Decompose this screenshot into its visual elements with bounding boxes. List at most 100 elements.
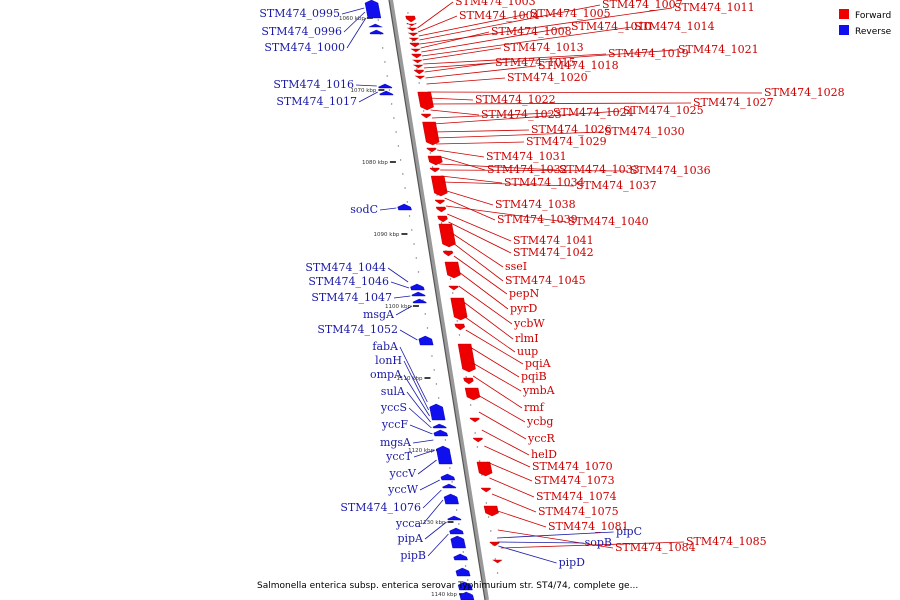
reverse-leader-line <box>422 489 442 509</box>
forward-feature <box>489 541 500 547</box>
reverse-feature <box>447 515 462 521</box>
forward-label-leaders <box>417 1 763 549</box>
grid-dot <box>416 68 418 70</box>
reverse-gene-label: STM474_0996 <box>261 25 342 38</box>
grid-dot <box>397 145 400 147</box>
forward-leader-line <box>430 109 480 116</box>
forward-gene-label: helD <box>531 448 557 461</box>
grid-dot <box>409 26 411 28</box>
reverse-gene-label: STM474_1046 <box>308 275 389 288</box>
forward-gene-label: STM474_1004 <box>459 9 540 22</box>
reverse-gene-label: mgsA <box>380 436 412 449</box>
reverse-feature <box>449 527 464 535</box>
forward-leader-line <box>432 110 622 125</box>
forward-leader-line <box>484 445 531 468</box>
reverse-feature <box>440 473 456 481</box>
reverse-gene-label: STM474_0995 <box>259 7 340 20</box>
forward-leader-line <box>423 53 607 65</box>
forward-leader-line <box>434 129 530 133</box>
legend-reverse-label: Reverse <box>855 27 892 37</box>
forward-leader-line <box>494 509 547 528</box>
forward-gene-label: ycbW <box>513 317 545 330</box>
map-caption: Salmonella enterica subsp. enterica sero… <box>257 581 638 591</box>
forward-gene-label: STM474_1038 <box>495 198 576 211</box>
reverse-leader-line <box>395 305 413 316</box>
forward-leader-line <box>478 411 527 440</box>
grid-dot <box>408 215 411 217</box>
genome-backbone-shade <box>388 0 486 600</box>
forward-gene-label: STM474_1042 <box>513 246 594 259</box>
legend-forward-swatch <box>839 9 849 19</box>
forward-feature <box>454 323 466 331</box>
forward-gene-label: pqiB <box>521 370 547 383</box>
reverse-gene-label: pipA <box>397 532 424 545</box>
forward-gene-label: STM474_1031 <box>486 150 567 163</box>
forward-gene-label: pqiA <box>525 357 552 370</box>
legend-forward-label: Forward <box>855 11 891 21</box>
reverse-leader-line <box>424 521 447 540</box>
reverse-leader-line <box>343 11 366 33</box>
grid-dot <box>496 572 499 574</box>
forward-feature <box>438 223 456 248</box>
forward-leader-line <box>418 13 529 37</box>
forward-gene-label: STM474_1073 <box>534 474 615 487</box>
forward-leader-line <box>468 345 520 378</box>
reverse-gene-label: STM474_1016 <box>273 78 354 91</box>
grid-dot <box>478 460 481 462</box>
forward-gene-label: STM474_1010 <box>571 20 652 33</box>
grid-dot <box>407 12 409 14</box>
forward-leader-line <box>442 181 575 187</box>
reverse-gene-label: yccW <box>387 483 419 496</box>
forward-gene-label: STM474_1039 <box>497 213 578 226</box>
grid-dot <box>411 40 414 42</box>
forward-gene-label: STM474_1074 <box>536 490 617 503</box>
reverse-gene-label: msgA <box>363 308 395 321</box>
forward-gene-label: uup <box>517 345 538 358</box>
reverse-feature <box>364 0 382 19</box>
forward-gene-label: STM474_1021 <box>678 43 759 56</box>
grid-dot <box>474 432 476 434</box>
reverse-feature <box>453 553 468 561</box>
forward-leader-line <box>419 4 601 41</box>
grid-dot <box>402 173 404 175</box>
reverse-gene-label: STM474_1044 <box>305 261 386 274</box>
forward-leader-line <box>447 213 512 242</box>
reverse-leader-line <box>399 329 418 341</box>
reverse-feature <box>369 29 384 35</box>
grid-dot <box>413 243 415 245</box>
scale-tick-label: 1070 kbp <box>350 88 376 94</box>
forward-gene-label: STM474_1033 <box>559 163 640 176</box>
forward-leader-line <box>421 26 570 53</box>
forward-feature <box>405 15 416 23</box>
grid-dot <box>449 467 451 469</box>
reverse-leader-line <box>497 541 584 544</box>
forward-feature <box>450 297 468 321</box>
grid-dot <box>426 327 429 329</box>
reverse-gene-label: ycca <box>395 517 422 530</box>
forward-gene-label: STM474_1014 <box>634 20 715 33</box>
forward-leader-line <box>423 49 677 69</box>
forward-feature <box>430 175 448 197</box>
grid-dot <box>449 278 452 280</box>
grid-dot <box>422 110 425 112</box>
forward-gene-label: STM474_1026 <box>531 123 612 136</box>
forward-gene-label: STM474_1085 <box>686 535 767 548</box>
forward-leader-line <box>489 477 535 498</box>
forward-leader-line <box>435 131 603 139</box>
forward-leader-line <box>422 47 502 61</box>
grid-dot <box>462 551 465 553</box>
reverse-gene-label: yccT <box>385 450 413 463</box>
forward-leader-line <box>451 241 504 282</box>
scale-tick-label: 1060 kbp <box>339 16 365 22</box>
forward-feature <box>417 91 434 111</box>
grid-dot <box>467 579 469 581</box>
forward-gene-label: STM474_1045 <box>505 274 586 287</box>
grid-dot <box>451 481 453 483</box>
forward-feature <box>480 487 491 493</box>
reverse-leader-line <box>497 531 614 539</box>
scale-ticks: 1060 kbp 1070 kbp 1080 kbp 1090 kbp 1100 kbp… <box>339 16 466 598</box>
forward-gene-label: STM474_1032 <box>487 163 568 176</box>
reverse-feature <box>412 298 427 304</box>
forward-gene-labels: STM474_1003STM474_1004STM474_1005STM474_… <box>455 0 845 554</box>
reverse-gene-label: fabA <box>372 340 399 353</box>
